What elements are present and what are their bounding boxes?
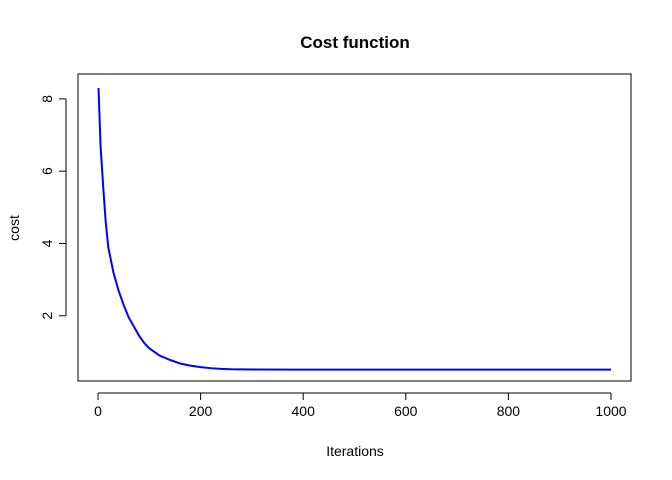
chart-title: Cost function	[300, 33, 410, 52]
x-tick-label: 600	[394, 403, 418, 419]
x-axis: 0 200 400 600 800 1000	[94, 392, 627, 419]
cost-series-line	[97, 87, 611, 371]
y-tick-label: 4	[39, 239, 55, 247]
x-tick-label: 1000	[595, 403, 626, 419]
x-tick-label: 800	[497, 403, 521, 419]
y-axis-label: cost	[6, 215, 22, 241]
x-tick-label: 0	[94, 403, 102, 419]
y-tick-label: 8	[39, 95, 55, 103]
y-tick-label: 6	[39, 167, 55, 175]
series-layer	[97, 87, 611, 371]
x-axis-label: Iterations	[326, 443, 384, 459]
x-tick-label: 400	[292, 403, 316, 419]
y-tick-label: 2	[39, 312, 55, 320]
y-axis: 2 4 6 8	[39, 95, 67, 320]
x-tick-label: 200	[189, 403, 213, 419]
plot-area-frame	[77, 73, 632, 382]
